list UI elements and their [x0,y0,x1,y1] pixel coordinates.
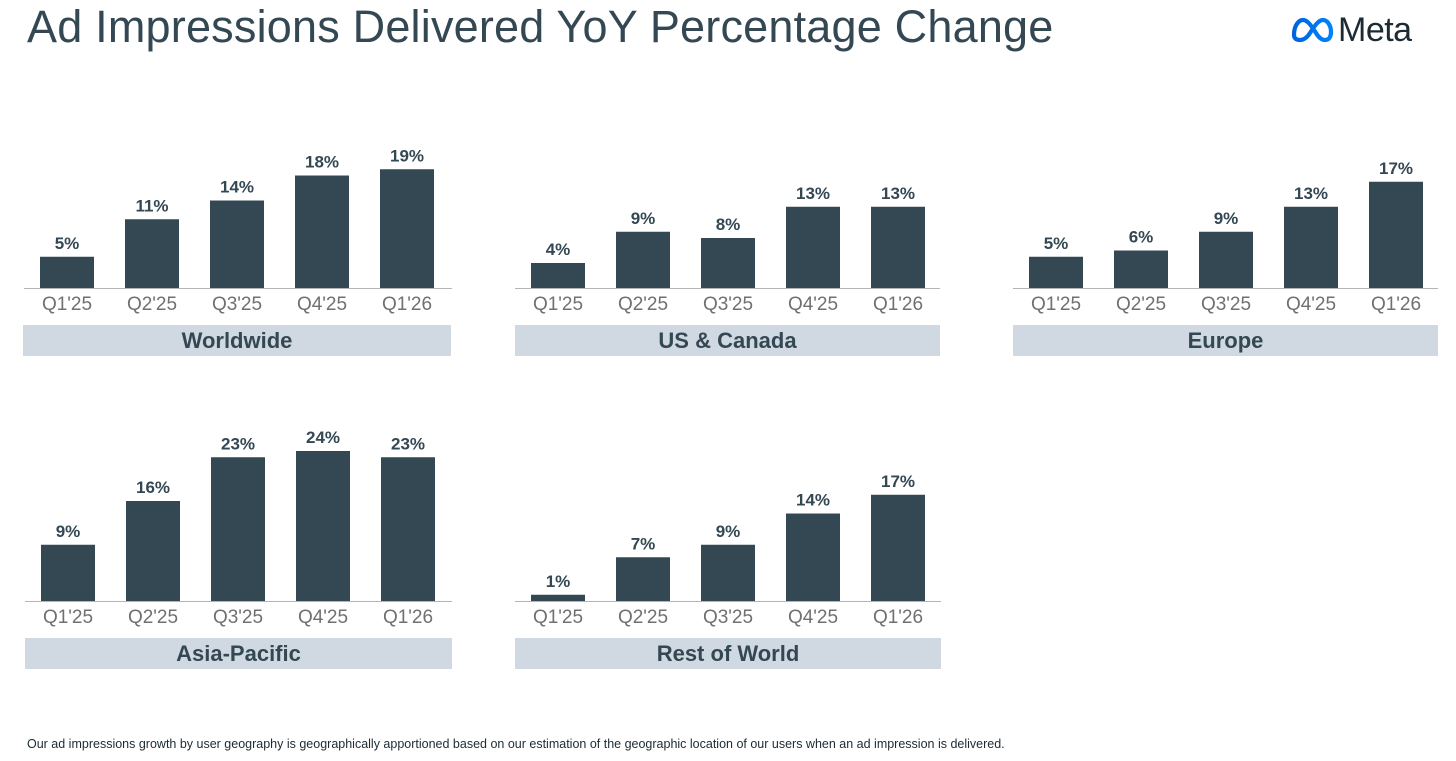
data-label: 8% [716,215,741,234]
chart-title: Worldwide [23,325,451,356]
bar [871,206,925,288]
bar [701,544,755,601]
chart-svg: 1% Q1'25 7% Q2'25 9% Q3'25 14% Q4'25 17% Q1'26 [515,472,941,628]
bar [531,263,585,288]
data-label: 14% [796,491,830,510]
x-tick-label: Q1'25 [533,607,583,628]
x-tick-label: Q2'25 [1116,294,1166,315]
data-label: 16% [136,478,170,497]
bar [616,557,670,601]
bar [701,238,755,288]
bar [40,256,94,288]
chart-svg: 5% Q1'25 11% Q2'25 14% Q3'25 18% Q4'25 19% Q1'26 [24,146,452,315]
x-tick-label: Q1'25 [43,607,93,628]
page-title: Ad Impressions Delivered YoY Percentage … [27,1,1054,52]
chart-title: Europe [1013,325,1438,356]
data-label: 1% [546,572,571,591]
bar [1199,231,1253,288]
x-tick-label: Q4'25 [297,294,347,315]
logo-text: Meta [1338,11,1412,49]
x-tick-label: Q4'25 [298,607,348,628]
bar [616,231,670,288]
data-label: 6% [1129,228,1154,247]
bar [531,594,585,601]
x-tick-label: Q2'25 [128,607,178,628]
chart-title: Rest of World [515,638,941,669]
bar [296,451,350,601]
x-tick-label: Q1'26 [873,607,923,628]
bar [125,219,179,288]
x-tick-label: Q4'25 [1286,294,1336,315]
x-tick-label: Q2'25 [127,294,177,315]
bar [1369,181,1423,288]
data-label: 5% [1044,234,1069,253]
data-label: 18% [305,153,339,172]
x-tick-label: Q1'25 [42,294,92,315]
data-label: 24% [306,428,340,447]
x-tick-label: Q1'26 [382,294,432,315]
chart-svg: 9% Q1'25 16% Q2'25 23% Q3'25 24% Q4'25 23% Q1'26 [25,428,452,628]
data-label: 23% [391,434,425,453]
meta-logo: Meta [1290,10,1412,50]
bar [1284,206,1338,288]
bar [786,513,840,601]
bar [126,501,180,601]
data-label: 7% [631,534,656,553]
bar [41,544,95,601]
x-tick-label: Q1'25 [533,294,583,315]
bar [1114,250,1168,288]
footnote: Our ad impressions growth by user geogra… [27,737,1005,751]
bar [871,494,925,601]
data-label: 9% [716,522,741,541]
chart-svg: 5% Q1'25 6% Q2'25 9% Q3'25 13% Q4'25 17% Q1'26 [1013,159,1438,315]
data-label: 9% [56,522,81,541]
data-label: 13% [796,184,830,203]
x-tick-label: Q1'26 [1371,294,1421,315]
data-label: 23% [221,434,255,453]
bar [211,457,265,601]
data-label: 13% [1294,184,1328,203]
bar [1029,256,1083,288]
x-tick-label: Q4'25 [788,607,838,628]
bar [295,175,349,288]
x-tick-label: Q3'25 [212,294,262,315]
x-tick-label: Q2'25 [618,607,668,628]
x-tick-label: Q1'26 [873,294,923,315]
data-label: 4% [546,240,571,259]
data-label: 11% [135,196,168,215]
x-tick-label: Q3'25 [703,607,753,628]
chart-title: Asia-Pacific [25,638,452,669]
x-tick-label: Q1'25 [1031,294,1081,315]
bar [381,457,435,601]
bar [786,206,840,288]
chart-worldwide: 5% Q1'25 11% Q2'25 14% Q3'25 18% Q4'25 19% Q1'26 … [23,120,452,360]
x-tick-label: Q3'25 [1201,294,1251,315]
data-label: 17% [1379,159,1413,178]
data-label: 9% [1214,209,1239,228]
x-tick-label: Q1'26 [383,607,433,628]
data-label: 5% [55,234,80,253]
x-tick-label: Q2'25 [618,294,668,315]
data-label: 13% [881,184,915,203]
bar [210,200,264,288]
data-label: 14% [220,178,254,197]
x-tick-label: Q4'25 [788,294,838,315]
data-label: 19% [390,146,424,165]
data-label: 17% [881,472,915,491]
chart-title: US & Canada [515,325,940,356]
chart-europe: 5% Q1'25 6% Q2'25 9% Q3'25 13% Q4'25 17% Q1'26 Eu… [1013,120,1438,360]
chart-asia-pacific: 9% Q1'25 16% Q2'25 23% Q3'25 24% Q4'25 23% Q1'26 … [25,428,452,673]
meta-infinity-icon [1291,17,1334,43]
chart-svg: 4% Q1'25 9% Q2'25 8% Q3'25 13% Q4'25 13% Q1'26 [515,184,940,315]
x-tick-label: Q3'25 [703,294,753,315]
data-label: 9% [631,209,656,228]
bar [380,169,434,288]
chart-rest-of-world: 1% Q1'25 7% Q2'25 9% Q3'25 14% Q4'25 17% Q1'26 Re… [515,433,941,673]
x-tick-label: Q3'25 [213,607,263,628]
chart-us-canada: 4% Q1'25 9% Q2'25 8% Q3'25 13% Q4'25 13% Q1'26 US… [515,120,940,360]
